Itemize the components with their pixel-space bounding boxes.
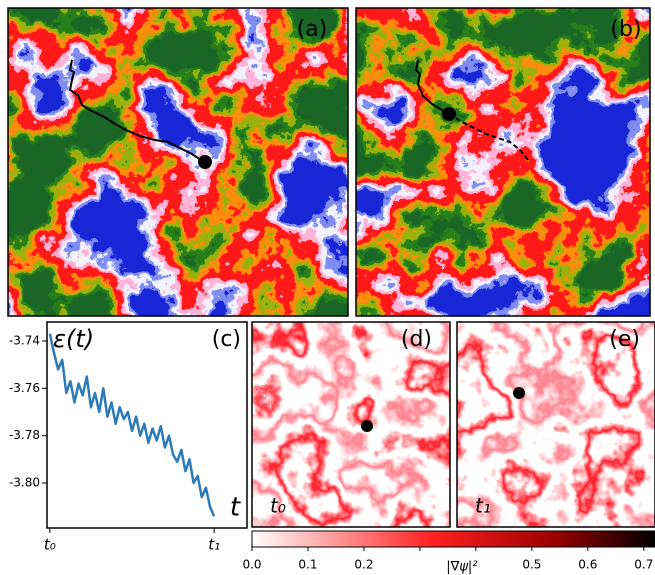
field-image (8, 8, 348, 316)
y-tick-label: -3.76 (9, 381, 40, 395)
colorbar-tick-label: 0.2 (354, 558, 373, 572)
colorbar-tick-label: 0.6 (578, 558, 597, 572)
y-tick-label: -3.80 (9, 476, 40, 490)
colorbar-tick-label: 0.5 (522, 558, 541, 572)
x-tick-label: t₀ (44, 536, 56, 554)
axes-frame (46, 321, 248, 529)
panels: (a) (b) -3.74 -3.76 -3.78 -3.80 t₀ t₁ ε(t) (c) t (d… (7, 7, 655, 575)
panel-label: (e) (609, 327, 640, 352)
trajectory (68, 59, 205, 163)
y-tick-label: -3.74 (9, 333, 40, 347)
colorbar-label: |∇ψ|² (446, 560, 477, 575)
future-trajectory (448, 113, 529, 161)
x-axis-label: t (230, 493, 241, 523)
position-marker (198, 155, 212, 169)
field-image (356, 8, 650, 316)
panel-frame (456, 321, 655, 528)
panel-label: (c) (212, 327, 241, 352)
panel-frame (355, 7, 651, 317)
chart-title: ε(t) (53, 325, 94, 353)
colorbar-tick-label: 0.0 (242, 558, 261, 572)
energy-line (48, 333, 216, 517)
position-marker (442, 107, 456, 121)
panel-label: (a) (297, 17, 328, 42)
position-marker (513, 387, 525, 399)
colorbar-tick-label: 0.1 (298, 558, 317, 572)
y-tick-label: -3.78 (9, 428, 40, 442)
gradient-image (252, 322, 450, 527)
x-tick-label: t₁ (208, 536, 220, 554)
panel-frame (251, 321, 451, 528)
panel-label: (b) (610, 17, 641, 42)
trajectory (414, 59, 450, 115)
colorbar (251, 530, 655, 548)
panel-frame (7, 7, 349, 317)
panel-label: (d) (401, 327, 432, 352)
gradient-image (457, 322, 655, 527)
time-annotation: t₀ (270, 494, 286, 518)
colorbar-tick-label: 0.7 (634, 558, 653, 572)
time-annotation: t₁ (475, 494, 491, 518)
position-marker (361, 420, 373, 432)
